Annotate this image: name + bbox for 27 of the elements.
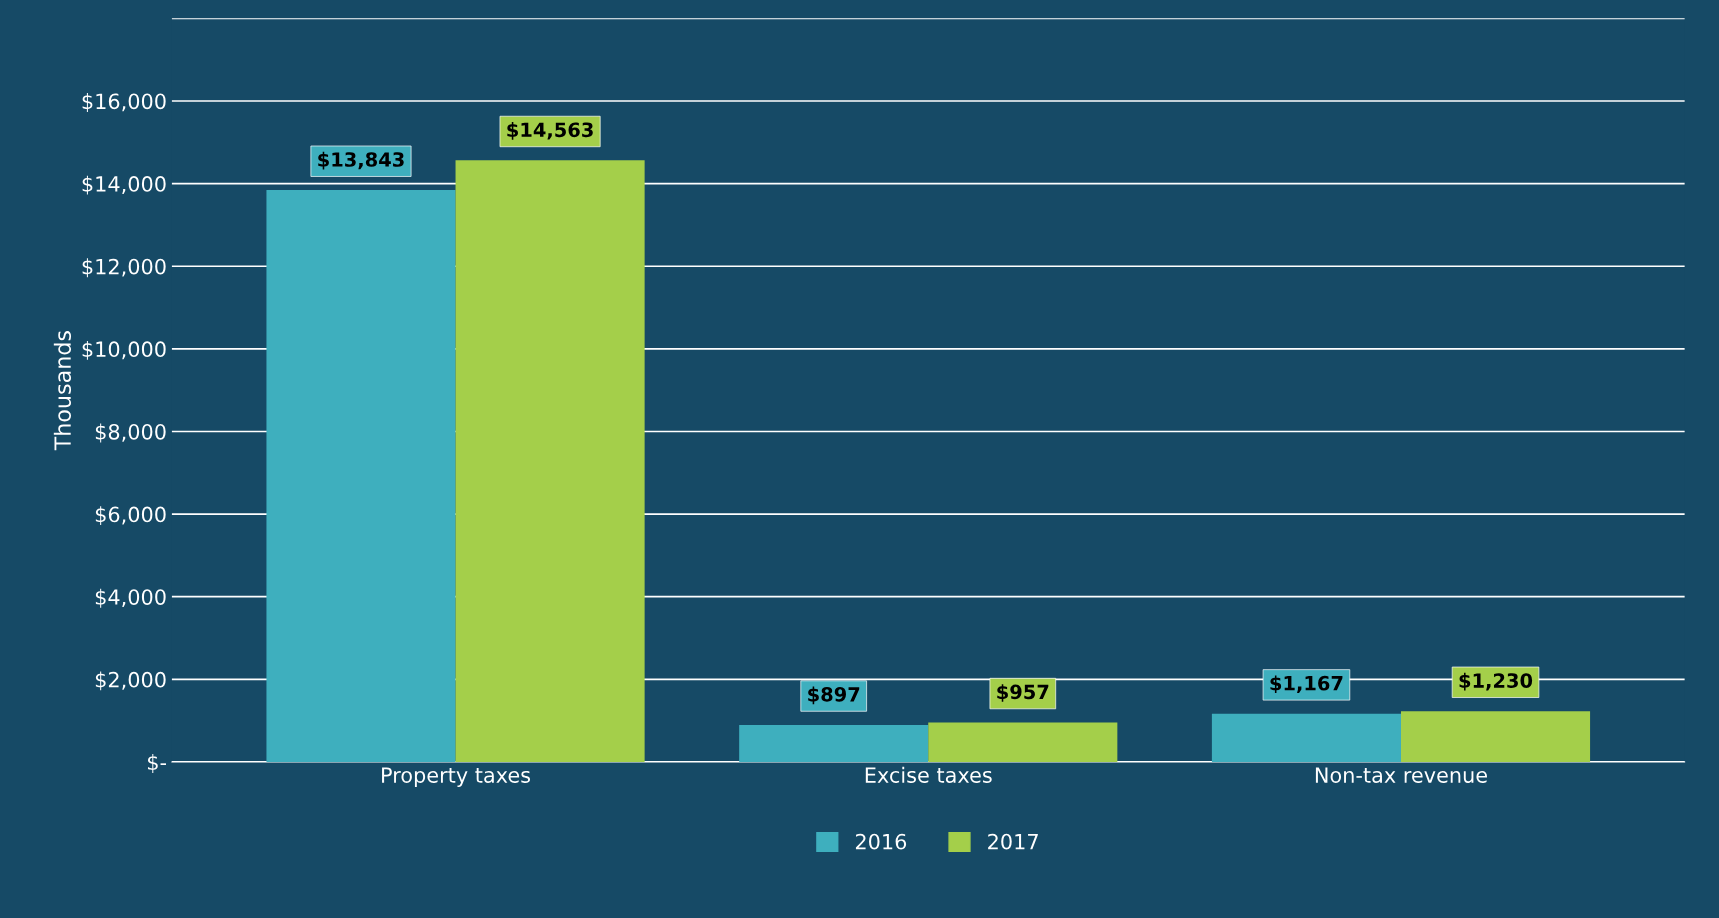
data-label: $897	[808, 686, 860, 705]
bar	[739, 724, 929, 762]
data-label: $1,167	[1270, 675, 1343, 694]
data-label: $957	[997, 684, 1049, 702]
bar	[928, 722, 1118, 762]
legend-label: 2016	[855, 833, 907, 850]
y-tick-label: $8,000	[95, 423, 166, 443]
x-tick-label: Non-tax revenue	[1315, 767, 1487, 783]
data-label: $13,843	[318, 151, 404, 170]
data-label: $1,230	[1459, 672, 1533, 691]
bar	[455, 160, 645, 762]
bar	[1211, 713, 1401, 762]
x-tick-label: Excise taxes	[865, 766, 992, 783]
y-tick-label: $-	[148, 754, 167, 773]
bar	[266, 190, 456, 762]
y-tick-label: $10,000	[82, 340, 166, 360]
y-tick-label: $14,000	[82, 175, 166, 195]
y-axis-title: Thousands	[53, 331, 72, 451]
data-label: $14,563	[507, 122, 593, 140]
y-tick-label: $12,000	[82, 258, 166, 278]
bar	[1400, 711, 1591, 762]
y-tick-label: $6,000	[95, 506, 166, 526]
y-tick-label: $2,000	[95, 671, 166, 691]
legend-label: 2017	[988, 833, 1038, 850]
y-tick-label: $4,000	[95, 588, 166, 608]
y-tick-label: $16,000	[82, 93, 166, 112]
x-tick-label: Property taxes	[382, 767, 531, 787]
